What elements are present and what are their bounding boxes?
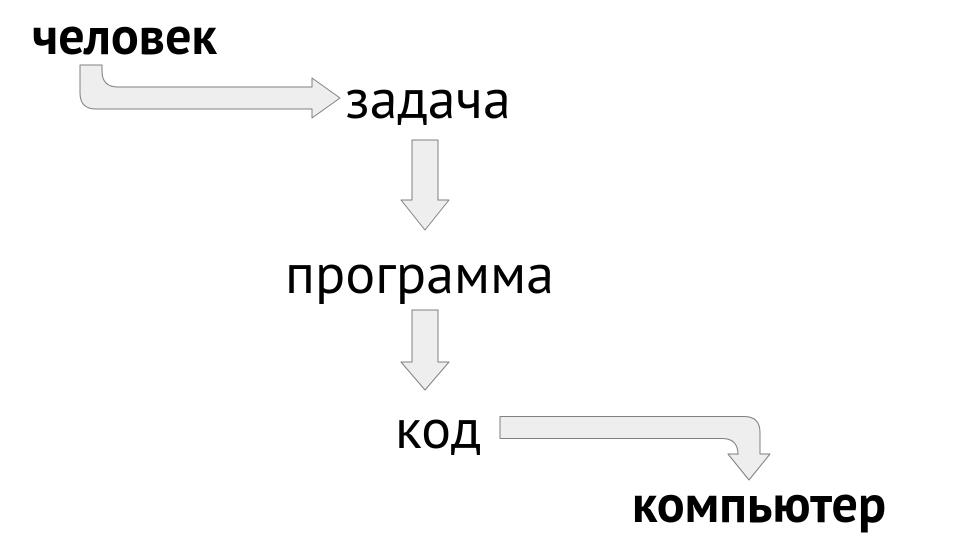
arrow-task-to-program xyxy=(400,140,450,230)
node-program: программа xyxy=(285,245,554,301)
arrow-human-to-task xyxy=(80,65,340,125)
node-computer: компьютер xyxy=(632,478,886,530)
arrow-code-to-computer xyxy=(500,410,770,480)
arrow-program-to-code xyxy=(400,310,450,390)
node-task: задача xyxy=(345,70,511,126)
diagram-stage: человек задача программа код компьютер xyxy=(0,0,960,540)
node-human: человек xyxy=(32,10,217,62)
node-code: код xyxy=(395,400,481,456)
